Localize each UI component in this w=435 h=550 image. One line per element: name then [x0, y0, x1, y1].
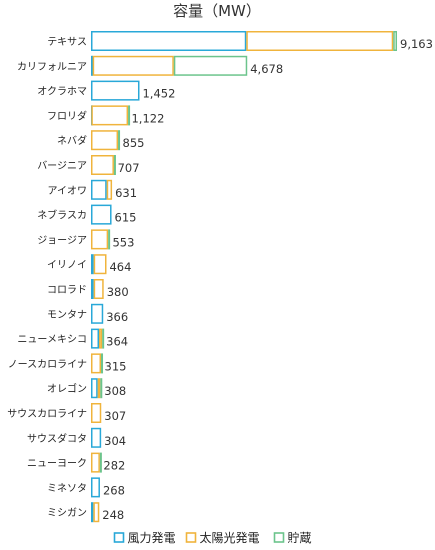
category-label: ミネソタ	[47, 482, 87, 494]
value-label: 855	[123, 136, 145, 150]
chart-title: 容量（MW）	[173, 2, 261, 20]
bar-segment-1	[91, 254, 94, 275]
legend: 風力発電 太陽光発電 貯蔵	[113, 530, 312, 545]
bar-segment-2	[99, 328, 103, 349]
value-label: 366	[106, 310, 128, 324]
category-label: ニューヨーク	[27, 458, 87, 470]
legend-swatch	[185, 532, 197, 543]
bar-segment-1	[91, 328, 100, 349]
bar-segment-1	[91, 55, 93, 76]
category-label: フロリダ	[47, 109, 87, 122]
category-label: ノースカロライナ	[8, 358, 87, 370]
bar-segment-1	[91, 179, 107, 200]
category-label: ミシガン	[47, 507, 87, 519]
bar-segment-1	[91, 378, 98, 399]
category-label: サウスダコタ	[27, 432, 87, 445]
value-label: 268	[103, 483, 125, 497]
category-label: オクラホマ	[37, 86, 87, 98]
category-label: カリフォルニア	[17, 61, 87, 73]
category-label: ネバダ	[57, 134, 87, 147]
category-label: ニューメキシコ	[17, 335, 87, 346]
category-label: アイオワ	[48, 185, 88, 197]
value-label: 364	[106, 335, 128, 349]
bar-segment-3	[99, 452, 102, 473]
bar-segment-2	[93, 502, 100, 523]
bar-segment-1	[91, 427, 102, 448]
legend-label: 風力発電	[128, 531, 176, 545]
bar-segment-3	[393, 31, 398, 51]
bar-segment-3	[101, 353, 104, 374]
bar-segment-2	[91, 403, 102, 423]
bar-segment-3	[128, 105, 131, 126]
value-label: 380	[107, 285, 129, 299]
bar-segment-2	[91, 155, 114, 175]
bar-segment-3	[113, 155, 116, 175]
bar-segment-1	[91, 279, 94, 299]
category-label: バージニア	[37, 160, 87, 172]
bar-segment-2	[91, 105, 129, 126]
value-label: 4,678	[250, 62, 283, 76]
bar-segment-3	[108, 229, 111, 250]
category-label: ネブラスカ	[37, 209, 87, 222]
value-label: 308	[104, 384, 126, 398]
value-label: 553	[112, 235, 134, 249]
bar-segment-1	[91, 80, 140, 101]
bar-segment-1	[91, 31, 247, 51]
category-label: コロラド	[47, 284, 87, 296]
bar-segment-1	[91, 303, 104, 324]
value-label: 248	[102, 508, 124, 522]
bar-segment-2	[106, 179, 113, 200]
category-label: ジョージア	[37, 235, 87, 246]
value-label: 9,163	[400, 37, 433, 51]
bar-segment-2	[91, 452, 100, 473]
value-label: 631	[115, 186, 137, 200]
legend-swatch	[113, 532, 125, 543]
bar-segment-1	[91, 477, 100, 498]
bar-segment-2	[97, 378, 101, 399]
bar-segment-3	[100, 378, 103, 399]
bar-segment-2	[91, 229, 109, 250]
legend-label: 貯蔵	[288, 531, 312, 545]
bars-layer: テキサス 9,163 カリフォルニア 4,678 オクラホマ 1,452 フロリダ 1,122…	[7, 31, 433, 523]
bar-segment-2	[246, 31, 394, 51]
value-label: 464	[109, 260, 131, 274]
value-label: 1,122	[131, 111, 164, 125]
bar-segment-2	[91, 130, 119, 151]
bar-segment-2	[93, 254, 107, 275]
legend-label: 太陽光発電	[200, 530, 260, 545]
category-label: テキサス	[47, 36, 87, 48]
bar-segment-1	[91, 502, 94, 523]
value-label: 307	[104, 409, 126, 423]
category-label: サウスカロライナ	[7, 408, 87, 420]
value-label: 615	[115, 211, 137, 225]
bar-segment-2	[92, 55, 174, 76]
value-label: 1,452	[142, 87, 175, 101]
bar-segment-2	[91, 353, 102, 374]
value-label: 282	[103, 459, 125, 473]
category-label: オレゴン	[47, 382, 87, 395]
legend-swatch	[273, 532, 285, 543]
category-label: モンタナ	[47, 309, 87, 321]
bar-segment-2	[93, 279, 104, 299]
category-label: イリノイ	[47, 260, 87, 271]
value-label: 304	[104, 434, 126, 448]
value-label: 707	[118, 161, 140, 175]
bar-segment-3	[173, 55, 248, 76]
bar-segment-3	[102, 328, 105, 349]
value-label: 315	[105, 359, 127, 373]
bar-segment-1	[91, 204, 112, 225]
bar-segment-3	[118, 130, 121, 151]
